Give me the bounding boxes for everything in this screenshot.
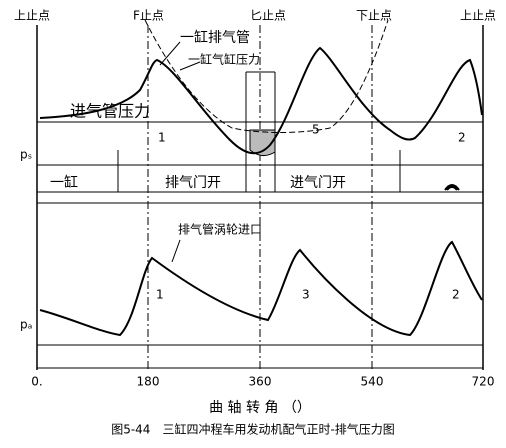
cylinder-label: 一缸气缸压力 <box>188 52 260 67</box>
x-label: 540 <box>361 375 384 389</box>
lower-label: 排气管涡轮进口 <box>178 222 262 237</box>
shaded-area <box>249 129 276 156</box>
x-labels: 0. 180 360 540 720 <box>31 375 494 389</box>
top-label: 上止点 <box>460 9 496 23</box>
top-label: 下止点 <box>356 9 392 23</box>
band-label: 一缸 <box>50 174 78 191</box>
peak-label: 1 <box>158 131 166 145</box>
p-label: pₐ <box>20 318 32 332</box>
band-label: 排气门开 <box>165 175 221 191</box>
peak-label: 3 <box>302 288 310 302</box>
turbine-inlet-curve <box>39 240 483 337</box>
band-label: 进气门开 <box>290 175 346 191</box>
x-label: 720 <box>472 375 495 389</box>
leader-lines <box>159 41 201 263</box>
x-label: 0. <box>31 375 42 389</box>
peak-label: 2 <box>458 131 466 145</box>
curve-label: 5 <box>312 123 320 137</box>
axis-title: 曲 轴 转 角 （） <box>209 400 311 416</box>
exhaust-label: 一缸排气管 <box>180 29 250 46</box>
caption: 图5-44 三缸四冲程车用发动机配气正时-排气压力图 <box>111 422 395 437</box>
top-label: 匕止点 <box>250 9 286 23</box>
x-label: 180 <box>137 375 160 389</box>
marker-lines <box>36 25 484 370</box>
peak-label: 1 <box>156 288 164 302</box>
symbol <box>444 184 460 191</box>
cylinder-pressure-curve <box>144 19 389 133</box>
top-label: F止点 <box>133 9 164 23</box>
exhaust-pressure-curve <box>39 46 483 155</box>
p-label: pₛ <box>20 148 32 162</box>
x-label: 360 <box>249 375 272 389</box>
intake-label: 进气管压力 <box>70 102 150 121</box>
top-labels: 上止点 F止点 匕止点 下止点 上止点 <box>14 9 496 23</box>
top-label: 上止点 <box>14 9 50 23</box>
peak-label: 2 <box>452 288 460 302</box>
